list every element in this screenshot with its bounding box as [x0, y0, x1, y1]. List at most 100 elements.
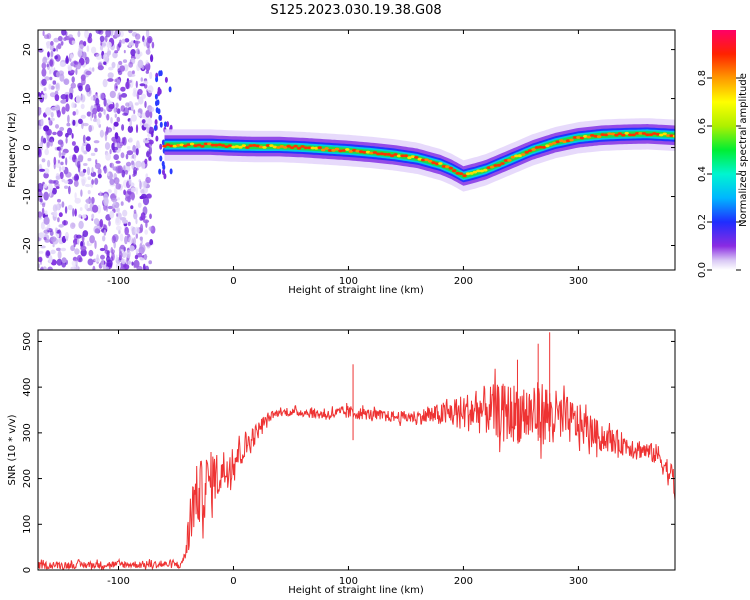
ridge-core [479, 169, 484, 173]
spectrogram-x-ticks: -100 0 100 200 300 [107, 30, 588, 287]
ridge-core [476, 169, 481, 173]
colorbar-ticks: 0.0 0.2 0.4 0.6 0.8 [697, 70, 741, 278]
ridge-core [255, 144, 260, 148]
noise-speckle [56, 45, 59, 52]
noise-speckle [83, 150, 88, 155]
noise-speckle [124, 226, 129, 236]
noise-speckle [57, 198, 61, 203]
noise-speckle [42, 202, 46, 208]
ridge-core [465, 172, 471, 176]
noise-speckle [111, 61, 116, 69]
ridge-core [462, 174, 467, 178]
noise-speckle [114, 50, 119, 54]
noise-speckle [94, 177, 99, 185]
noise-speckle [43, 137, 47, 144]
ridge-core [262, 146, 267, 149]
ridge-core [365, 150, 371, 154]
noise-speckle [52, 243, 55, 248]
noise-speckle [50, 249, 56, 255]
noise-speckle [53, 37, 60, 43]
noise-speckle [40, 118, 44, 127]
ridge-core [493, 164, 498, 167]
noise-speckle [90, 152, 96, 156]
noise-speckle [38, 256, 43, 263]
ridge-core [496, 163, 502, 167]
ridge-core [372, 151, 378, 154]
transition-speckle [168, 86, 172, 93]
noise-speckle [50, 117, 55, 122]
ridge-core [427, 159, 433, 163]
ridge-core [603, 133, 609, 137]
colorbar-tick-label: 0.2 [697, 214, 708, 230]
ridge-core [631, 133, 636, 137]
noise-speckle [116, 142, 120, 148]
noise-speckle [47, 159, 51, 168]
ridge-core [634, 132, 640, 135]
noise-speckle [74, 248, 80, 255]
ridge-core [165, 143, 171, 147]
ridge-core [552, 141, 557, 145]
noise-speckle [130, 49, 136, 57]
noise-speckle [80, 114, 87, 119]
noise-speckle [105, 126, 109, 135]
noise-speckle [38, 92, 41, 97]
noise-speckle [102, 78, 108, 88]
noise-speckle [143, 180, 148, 188]
noise-speckle [75, 175, 79, 181]
noise-speckle [61, 106, 66, 115]
y-tick-label: 300 [22, 423, 33, 442]
transition-speckle [158, 168, 162, 175]
noise-speckle [59, 145, 63, 151]
noise-speckle [139, 83, 146, 87]
ridge-core [517, 154, 522, 158]
noise-speckle [110, 247, 114, 254]
noise-speckle [41, 62, 47, 70]
noise-speckle [109, 210, 115, 219]
noise-speckle [80, 249, 87, 257]
noise-speckle [120, 93, 128, 98]
ridge-core [176, 143, 181, 147]
noise-speckle [85, 84, 91, 93]
transition-speckle [154, 93, 158, 100]
noise-speckle [135, 218, 138, 225]
ridge-core [355, 149, 360, 153]
ridge-core [534, 146, 540, 149]
ridge-core [583, 135, 588, 138]
noise-speckle [80, 176, 87, 184]
noise-speckle [114, 30, 121, 38]
noise-speckle [64, 185, 69, 189]
noise-speckle [141, 119, 146, 124]
noise-speckle [51, 187, 57, 195]
noise-speckle [134, 40, 139, 49]
transition-speckle [158, 88, 162, 95]
noise-speckle [72, 119, 76, 126]
snr-y-axis-label: SNR (10 * v/v) [7, 414, 18, 485]
noise-speckle [115, 262, 121, 270]
noise-speckle [71, 40, 76, 45]
transition-speckle [158, 114, 162, 121]
noise-speckle [96, 118, 101, 126]
noise-speckle [123, 49, 126, 54]
ridge-core [645, 133, 650, 137]
noise-speckle [112, 51, 118, 59]
noise-speckle [137, 112, 141, 117]
noise-speckle [136, 91, 140, 100]
noise-speckle [96, 254, 99, 262]
noise-speckle [85, 143, 91, 152]
ridge-core [286, 144, 291, 148]
ridge-core [434, 162, 440, 166]
noise-speckle [126, 249, 131, 259]
noise-speckle [82, 214, 87, 219]
transition-speckle [169, 168, 173, 175]
noise-speckle [104, 142, 111, 150]
noise-speckle [151, 41, 155, 49]
noise-speckle [38, 211, 43, 218]
noise-speckle [49, 188, 52, 197]
noise-speckle [122, 59, 128, 63]
noise-speckle [67, 204, 73, 211]
noise-speckle [113, 107, 117, 114]
noise-speckle [50, 50, 54, 58]
ridge-core [189, 142, 195, 146]
noise-speckle [120, 244, 125, 250]
